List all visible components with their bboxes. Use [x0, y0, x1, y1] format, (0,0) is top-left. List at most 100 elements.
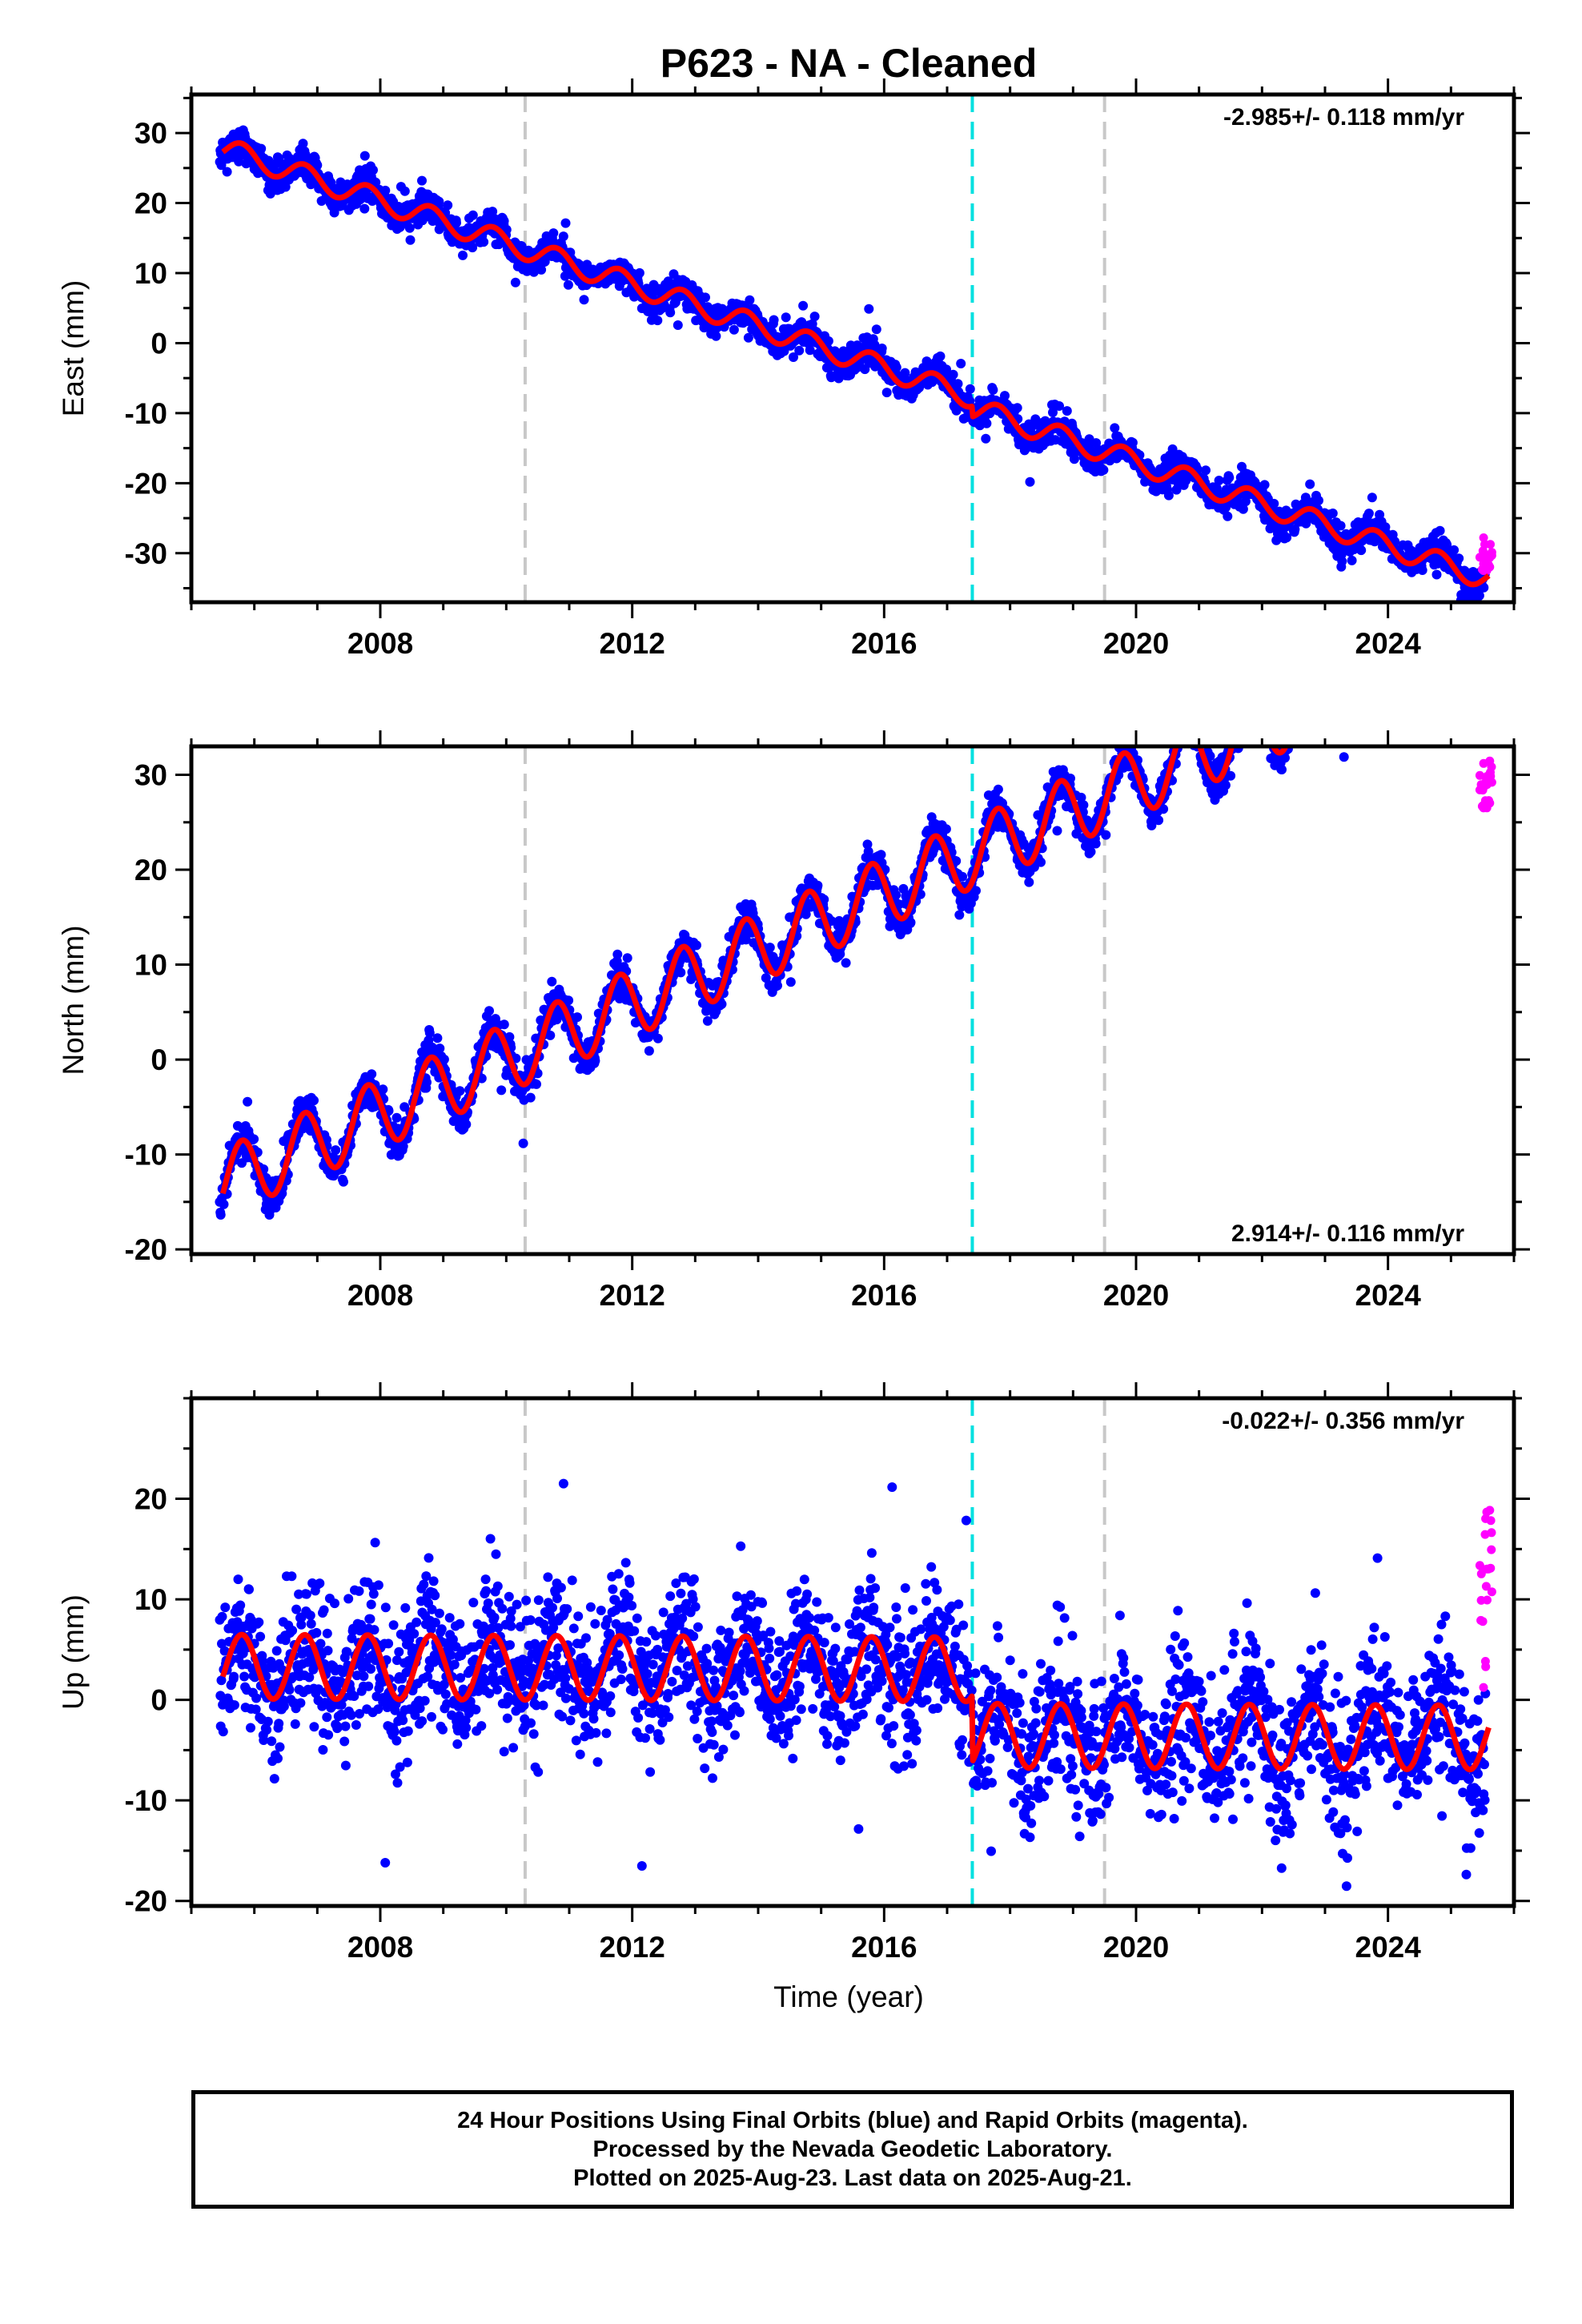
east-final-point — [579, 295, 589, 305]
north-final-point — [1227, 687, 1236, 697]
east-final-point — [1363, 509, 1374, 519]
east-final-point — [809, 312, 820, 322]
east-final-point — [1337, 556, 1347, 566]
north-final-point — [1246, 695, 1255, 705]
north-final-point — [1319, 688, 1328, 698]
east-final-point — [1054, 401, 1064, 411]
north-final-point — [422, 1077, 432, 1088]
east-final-point — [864, 304, 874, 314]
east-rate-label: -2.985+/- 0.118 mm/yr — [1223, 104, 1464, 131]
north-final-point — [1251, 689, 1261, 698]
north-final-point — [1237, 700, 1247, 710]
east-final-point — [312, 160, 323, 171]
east-y-tick-label: -30 — [125, 537, 167, 570]
north-final-point — [1322, 687, 1331, 697]
north-final-point — [1309, 681, 1319, 690]
north-final-point — [1290, 710, 1299, 720]
north-final-point — [339, 1176, 348, 1187]
north-final-point — [612, 949, 623, 959]
east-final-point — [871, 324, 881, 335]
north-final-point — [1261, 730, 1271, 739]
north-final-point — [954, 910, 965, 920]
north-final-point — [1180, 713, 1190, 722]
north-final-point — [1243, 686, 1252, 696]
north-final-point — [1191, 728, 1200, 738]
north-final-point — [1280, 728, 1290, 738]
north-final-point — [1174, 724, 1184, 734]
north-final-point — [1320, 676, 1330, 686]
east-final-point — [1367, 493, 1377, 503]
east-final-point — [745, 295, 755, 305]
east-final-point — [558, 231, 568, 242]
north-final-point — [1179, 718, 1189, 728]
north-final-point — [1285, 729, 1295, 738]
north-final-point — [455, 1086, 465, 1096]
north-final-point — [532, 1079, 541, 1089]
north-final-point — [1315, 691, 1325, 701]
north-final-point — [692, 940, 701, 951]
north-final-point — [435, 1043, 445, 1054]
north-final-point — [1321, 701, 1331, 710]
north-final-point — [432, 1033, 443, 1043]
north-final-point — [1182, 729, 1191, 738]
north-final-point — [1233, 714, 1243, 724]
east-final-point — [794, 345, 805, 356]
east-final-point — [1356, 545, 1367, 556]
north-final-point — [331, 1145, 341, 1156]
north-final-point — [1249, 709, 1259, 718]
east-final-point — [380, 185, 391, 195]
north-final-point — [378, 1084, 388, 1095]
north-final-point — [1296, 679, 1306, 689]
north-final-point — [1258, 713, 1267, 722]
north-final-point — [1247, 691, 1256, 701]
north-final-point — [1173, 726, 1182, 735]
north-final-point — [1301, 690, 1311, 700]
north-final-point — [1258, 714, 1267, 723]
east-final-point — [982, 418, 992, 428]
north-final-point — [1260, 716, 1270, 726]
east-final-point — [280, 182, 291, 192]
east-final-point — [729, 324, 739, 335]
east-final-point — [1327, 509, 1338, 518]
north-final-point — [1306, 661, 1315, 670]
north-final-point — [1251, 694, 1261, 703]
north-final-point — [1312, 670, 1322, 680]
north-final-point — [1248, 700, 1258, 710]
north-final-point — [773, 980, 782, 991]
east-x-tick-label: 2008 — [347, 627, 413, 660]
east-final-point — [404, 223, 415, 233]
east-x-tick-label: 2012 — [600, 627, 665, 660]
north-final-point — [1285, 716, 1295, 726]
north-final-point — [525, 1092, 536, 1103]
east-final-point — [673, 320, 683, 330]
east-final-point — [1062, 406, 1072, 416]
north-final-point — [1154, 815, 1164, 826]
north-final-point — [504, 1031, 515, 1042]
north-final-point — [1186, 721, 1195, 730]
north-final-point — [1307, 677, 1317, 686]
east-final-point — [434, 196, 444, 207]
east-final-point — [1431, 569, 1442, 580]
east-final-point — [988, 384, 998, 395]
north-final-point — [1251, 698, 1260, 708]
north-final-point — [1188, 734, 1198, 743]
north-final-point — [1319, 677, 1328, 686]
north-final-point — [1247, 690, 1257, 699]
north-final-point — [1305, 673, 1315, 683]
north-final-point — [547, 976, 557, 987]
north-final-point — [1314, 676, 1323, 686]
north-final-point — [1294, 718, 1303, 727]
north-final-point — [1263, 734, 1272, 743]
north-final-point — [1306, 671, 1315, 681]
east-final-point — [900, 368, 910, 378]
north-final-point — [1177, 724, 1186, 734]
east-final-point — [1098, 464, 1109, 475]
north-final-point — [1186, 700, 1195, 710]
north-final-point — [1245, 682, 1255, 691]
north-final-point — [1321, 682, 1331, 691]
north-final-point — [309, 1096, 319, 1106]
north-final-point — [1286, 728, 1295, 738]
north-final-point — [1301, 644, 1311, 653]
north-final-point — [1239, 710, 1248, 720]
north-final-point — [941, 824, 951, 834]
